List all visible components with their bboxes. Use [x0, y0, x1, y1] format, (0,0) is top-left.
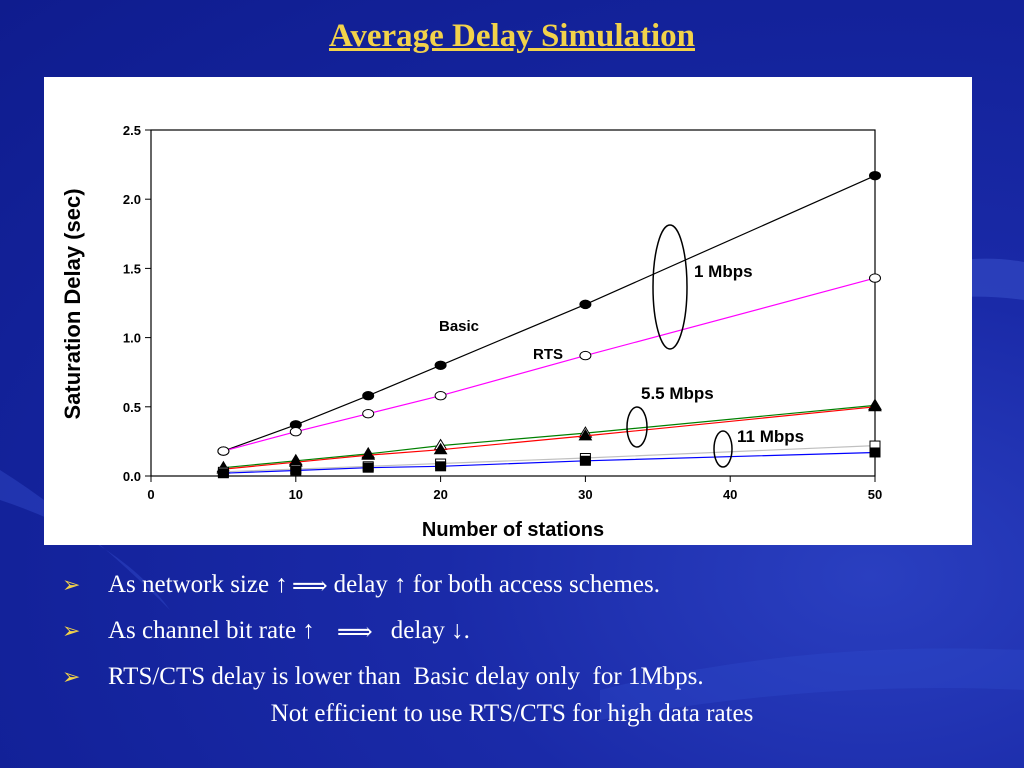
y-tick-label: 0.0: [123, 469, 141, 484]
y-tick-label: 1.0: [123, 331, 141, 346]
bullet-2: ➢ As channel bit rate ↑ ⟹ delay ↓.: [62, 608, 1002, 654]
data-point: [869, 273, 881, 283]
y-tick-label: 2.5: [123, 123, 141, 138]
bullet-1-text-start: As network size ↑: [108, 571, 288, 598]
slide-note: Not efficient to use RTS/CTS for high da…: [270, 700, 754, 727]
annotation-basic: Basic: [439, 318, 479, 335]
data-point: [579, 455, 591, 466]
annotation-5-5mbps: 5.5 Mbps: [641, 384, 714, 403]
plot-frame: [150, 129, 876, 477]
series-line: [223, 404, 876, 469]
y-tick-label: 2.0: [123, 192, 141, 207]
ellipse-5-5mbps: [626, 406, 648, 448]
x-tick-label: 20: [433, 487, 447, 502]
y-axis-label: Saturation Delay (sec): [60, 188, 85, 419]
series-line: [223, 175, 876, 452]
data-point: [362, 409, 375, 419]
data-point: [434, 391, 447, 401]
annotation-1mbps: 1 Mbps: [694, 262, 753, 281]
series-1: [217, 273, 881, 456]
series-0: [217, 170, 881, 456]
data-point: [361, 448, 376, 460]
data-point: [868, 399, 882, 412]
arrowhead-bullet-icon: ➢: [62, 618, 81, 643]
data-point: [217, 468, 229, 479]
bullet-3: ➢ RTS/CTS delay is lower than Basic dela…: [62, 654, 1002, 700]
chart-panel: 0 10 20 30 40 50 0.0 0.5 1.0 1.5 2.0 2.5 1 Mbps 5.5…: [44, 77, 972, 545]
data-point: [435, 461, 447, 472]
data-point: [578, 428, 593, 441]
ellipse-11mbps: [713, 430, 733, 468]
series-line: [223, 277, 876, 452]
bullet-2-text-start: As channel bit rate ↑: [108, 617, 315, 644]
data-point: [579, 299, 592, 310]
x-axis-label: Number of stations: [422, 519, 604, 541]
series-line: [223, 406, 876, 470]
annotation-11mbps: 11 Mbps: [737, 427, 804, 446]
delay-chart: 0 10 20 30 40 50 0.0 0.5 1.0 1.5 2.0 2.5 1 Mbps 5.5…: [60, 123, 882, 541]
bullet-3-text: RTS/CTS delay is lower than Basic delay …: [108, 663, 704, 690]
data-point: [289, 427, 302, 437]
data-point: [869, 170, 881, 181]
data-point: [579, 350, 592, 361]
x-tick-label: 40: [723, 487, 737, 502]
implies-arrow-icon: ⟹: [336, 616, 373, 646]
chart-axes: 0 10 20 30 40 50 0.0 0.5 1.0 1.5 2.0 2.5: [123, 123, 882, 502]
series-line: [223, 451, 876, 474]
arrowhead-bullet-icon: ➢: [62, 664, 81, 689]
arrowhead-bullet-icon: ➢: [62, 572, 81, 597]
y-tick-label: 1.5: [123, 261, 141, 276]
x-tick-label: 0: [147, 487, 154, 502]
bullet-1: ➢ As network size ↑ ⟹ delay ↑ for both a…: [62, 562, 1002, 608]
bullet-2-text-end: delay ↓.: [390, 617, 470, 644]
bullet-1-text-end: delay ↑ for both access schemes.: [333, 571, 660, 598]
data-point: [362, 391, 375, 401]
chart-annotations: 1 Mbps 5.5 Mbps 11 Mbps Basic RTS: [439, 224, 804, 468]
bullet-list: ➢ As network size ↑ ⟹ delay ↑ for both a…: [62, 562, 1002, 700]
data-point: [362, 462, 374, 473]
chart-series: [216, 170, 882, 479]
series-line: [223, 445, 876, 473]
data-point: [434, 360, 447, 370]
implies-arrow-icon: ⟹: [291, 570, 328, 600]
x-tick-label: 50: [868, 487, 882, 502]
ellipse-1mbps: [652, 224, 688, 350]
x-tick-label: 10: [289, 487, 303, 502]
data-point: [217, 446, 230, 456]
slide-title: Average Delay Simulation: [328, 18, 695, 54]
data-point: [433, 442, 448, 455]
y-tick-label: 0.5: [123, 400, 141, 415]
annotation-rts: RTS: [533, 346, 563, 363]
data-point: [869, 447, 881, 458]
series-5: [217, 447, 881, 479]
data-point: [290, 465, 302, 476]
x-tick-label: 30: [578, 487, 592, 502]
